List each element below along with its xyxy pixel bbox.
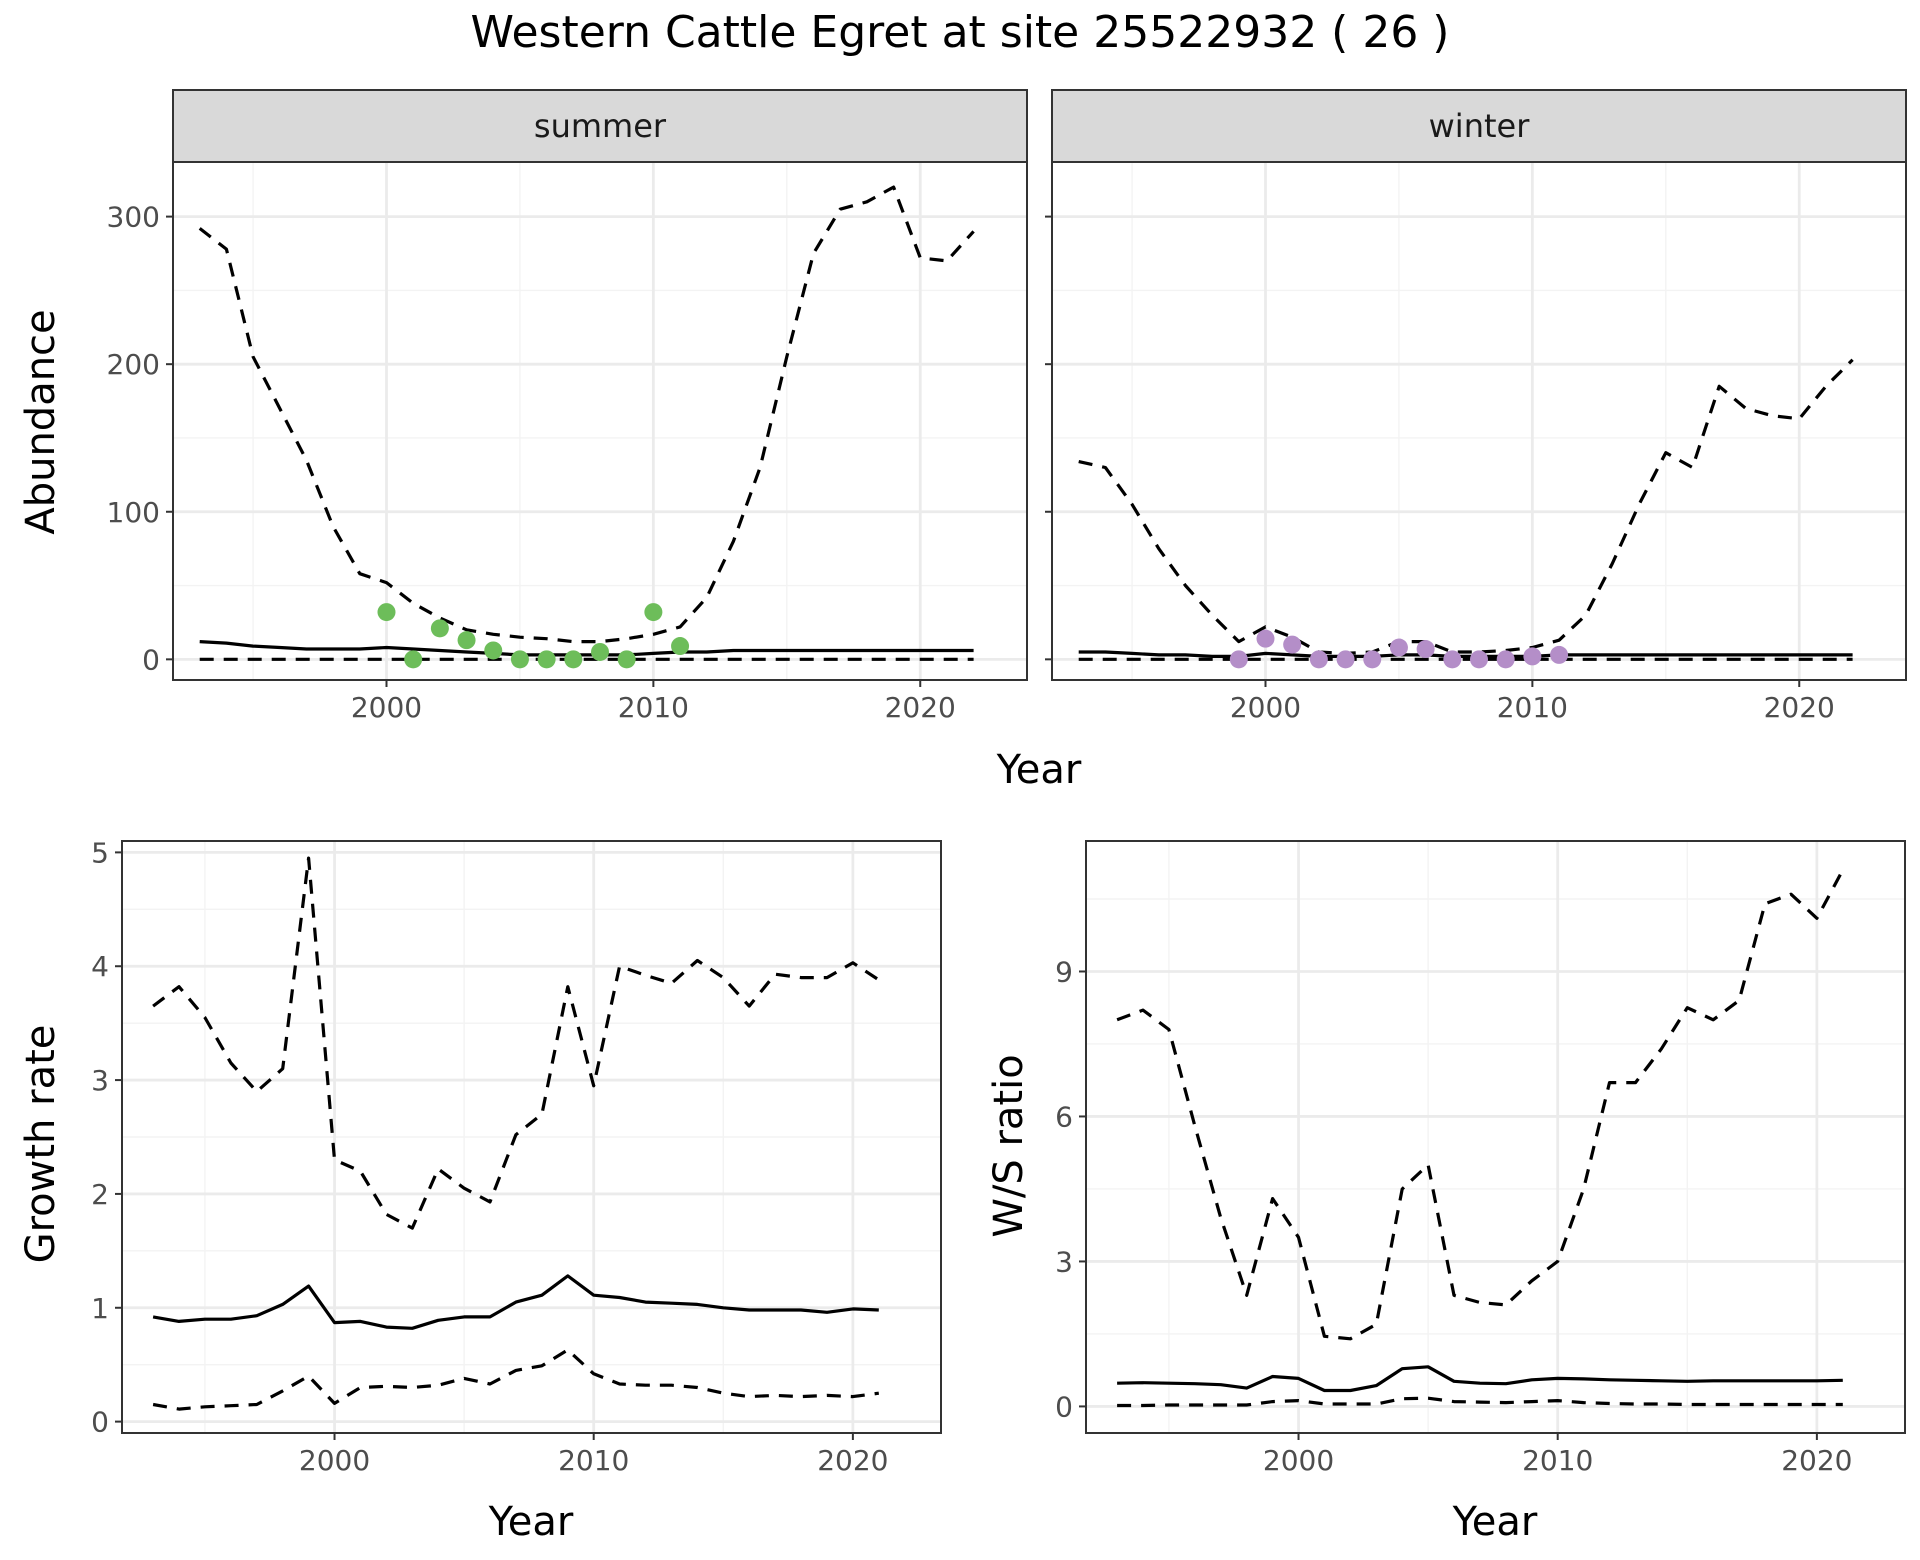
observed-point	[430, 619, 449, 638]
growth-y-axis-title: Growth rate	[18, 1025, 64, 1264]
panel-border	[1085, 840, 1906, 1434]
observed-point	[1443, 650, 1462, 669]
y-tick-label: 4	[91, 950, 109, 983]
observed-point	[484, 641, 503, 660]
y-tick-label: 3	[91, 1064, 109, 1097]
x-tick-label: 2020	[817, 1444, 888, 1477]
facet-strip-label: winter	[1429, 107, 1531, 145]
observed-point	[1229, 650, 1248, 669]
series-line-upper-bound	[198, 185, 975, 644]
observed-point	[1309, 650, 1328, 669]
observed-point	[617, 650, 636, 669]
y-tick-label: 0	[142, 643, 160, 676]
series-line-estimate	[199, 640, 974, 657]
series-line-estimate	[152, 1274, 879, 1330]
observed-point	[1363, 650, 1382, 669]
growth-rate-panel: 2000 2010 2020 0 1 2 3 4 5	[91, 836, 942, 1477]
y-tick-label: 5	[91, 836, 109, 869]
observed-point	[591, 642, 609, 661]
x-tick-label: 2000	[299, 1444, 370, 1477]
panel-background	[1086, 841, 1905, 1433]
x-tick-label: 2000	[1263, 1444, 1334, 1477]
y-tick-label: 1	[91, 1292, 109, 1325]
observed-point	[1256, 629, 1275, 648]
y-tick-label: 100	[107, 496, 160, 529]
observed-point	[1550, 645, 1569, 664]
panel-background	[1052, 162, 1906, 680]
observed-point	[564, 650, 583, 669]
ratio-y-axis-title: W/S ratio	[986, 1054, 1032, 1237]
y-tick-label: 0	[1055, 1390, 1073, 1423]
x-tick-label: 2000	[1230, 691, 1301, 724]
chart-title: Western Cattle Egret at site 25522932 ( …	[471, 7, 1450, 58]
abundance-y-axis-title: Abundance	[18, 309, 64, 534]
facet-strip	[1051, 89, 1907, 163]
x-tick-label: 2010	[1497, 691, 1568, 724]
y-tick-label: 300	[107, 201, 160, 234]
observed-point	[537, 650, 556, 669]
observed-point	[510, 650, 529, 669]
panel-background	[173, 162, 1027, 680]
series-line-upper-bound	[152, 856, 880, 1230]
observed-point	[1416, 640, 1435, 659]
series-line-lower-bound	[152, 1348, 880, 1411]
y-tick-label: 3	[1055, 1245, 1073, 1278]
observed-point	[1389, 638, 1408, 657]
y-tick-label: 6	[1055, 1100, 1073, 1133]
abundance-x-axis-title: Year	[996, 747, 1082, 793]
growth-x-axis-title: Year	[488, 1499, 574, 1545]
winter-panel: winter 2000 2010 2020	[1045, 89, 1907, 724]
x-tick-label: 2000	[351, 691, 422, 724]
y-tick-label: 2	[91, 1178, 109, 1211]
x-tick-label: 2020	[1764, 691, 1835, 724]
y-tick-label: 9	[1055, 955, 1073, 988]
x-tick-label: 2010	[558, 1444, 629, 1477]
observed-point	[1523, 647, 1542, 666]
facet-strip	[172, 89, 1028, 163]
y-tick-label: 200	[107, 348, 160, 381]
facet-strip-label: summer	[534, 107, 667, 145]
summer-panel: summer 2000 2010 2020 0 100 200 300	[107, 89, 1028, 724]
observed-point	[644, 603, 663, 622]
y-tick-label: 0	[91, 1406, 109, 1439]
observed-point	[404, 650, 423, 669]
observed-point	[1496, 650, 1515, 669]
ws-ratio-panel: 2000 2010 2020 0 3 6 9	[1055, 840, 1906, 1477]
observed-point	[671, 637, 690, 656]
series-line-upper-bound	[1078, 358, 1854, 655]
x-tick-label: 2010	[1522, 1444, 1593, 1477]
observed-point	[1470, 650, 1488, 669]
observed-point	[1336, 650, 1355, 669]
x-tick-label: 2020	[885, 691, 956, 724]
x-tick-label: 2020	[1781, 1444, 1852, 1477]
panel-border	[121, 840, 942, 1434]
series-line-estimate	[1078, 650, 1853, 658]
observed-point	[457, 631, 476, 650]
x-tick-label: 2010	[618, 691, 689, 724]
observed-point	[377, 603, 396, 622]
series-line-lower-bound	[1117, 1396, 1843, 1408]
observed-point	[1283, 635, 1302, 654]
ratio-x-axis-title: Year	[1452, 1499, 1538, 1545]
series-line-estimate	[1117, 1365, 1843, 1393]
